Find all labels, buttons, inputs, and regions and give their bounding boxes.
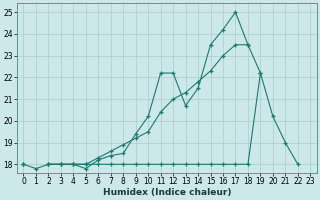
X-axis label: Humidex (Indice chaleur): Humidex (Indice chaleur) [103, 188, 231, 197]
